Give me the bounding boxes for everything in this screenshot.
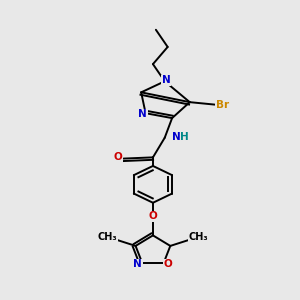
Text: O: O [164, 259, 172, 269]
Text: N: N [162, 75, 171, 85]
Text: O: O [113, 152, 122, 162]
Text: CH₃: CH₃ [188, 232, 208, 242]
Text: N: N [134, 259, 142, 269]
Text: H: H [180, 131, 189, 142]
Text: N: N [138, 110, 147, 119]
Text: CH₃: CH₃ [98, 232, 117, 242]
Text: Br: Br [216, 100, 229, 110]
Text: N: N [172, 131, 180, 142]
Text: O: O [148, 211, 157, 221]
